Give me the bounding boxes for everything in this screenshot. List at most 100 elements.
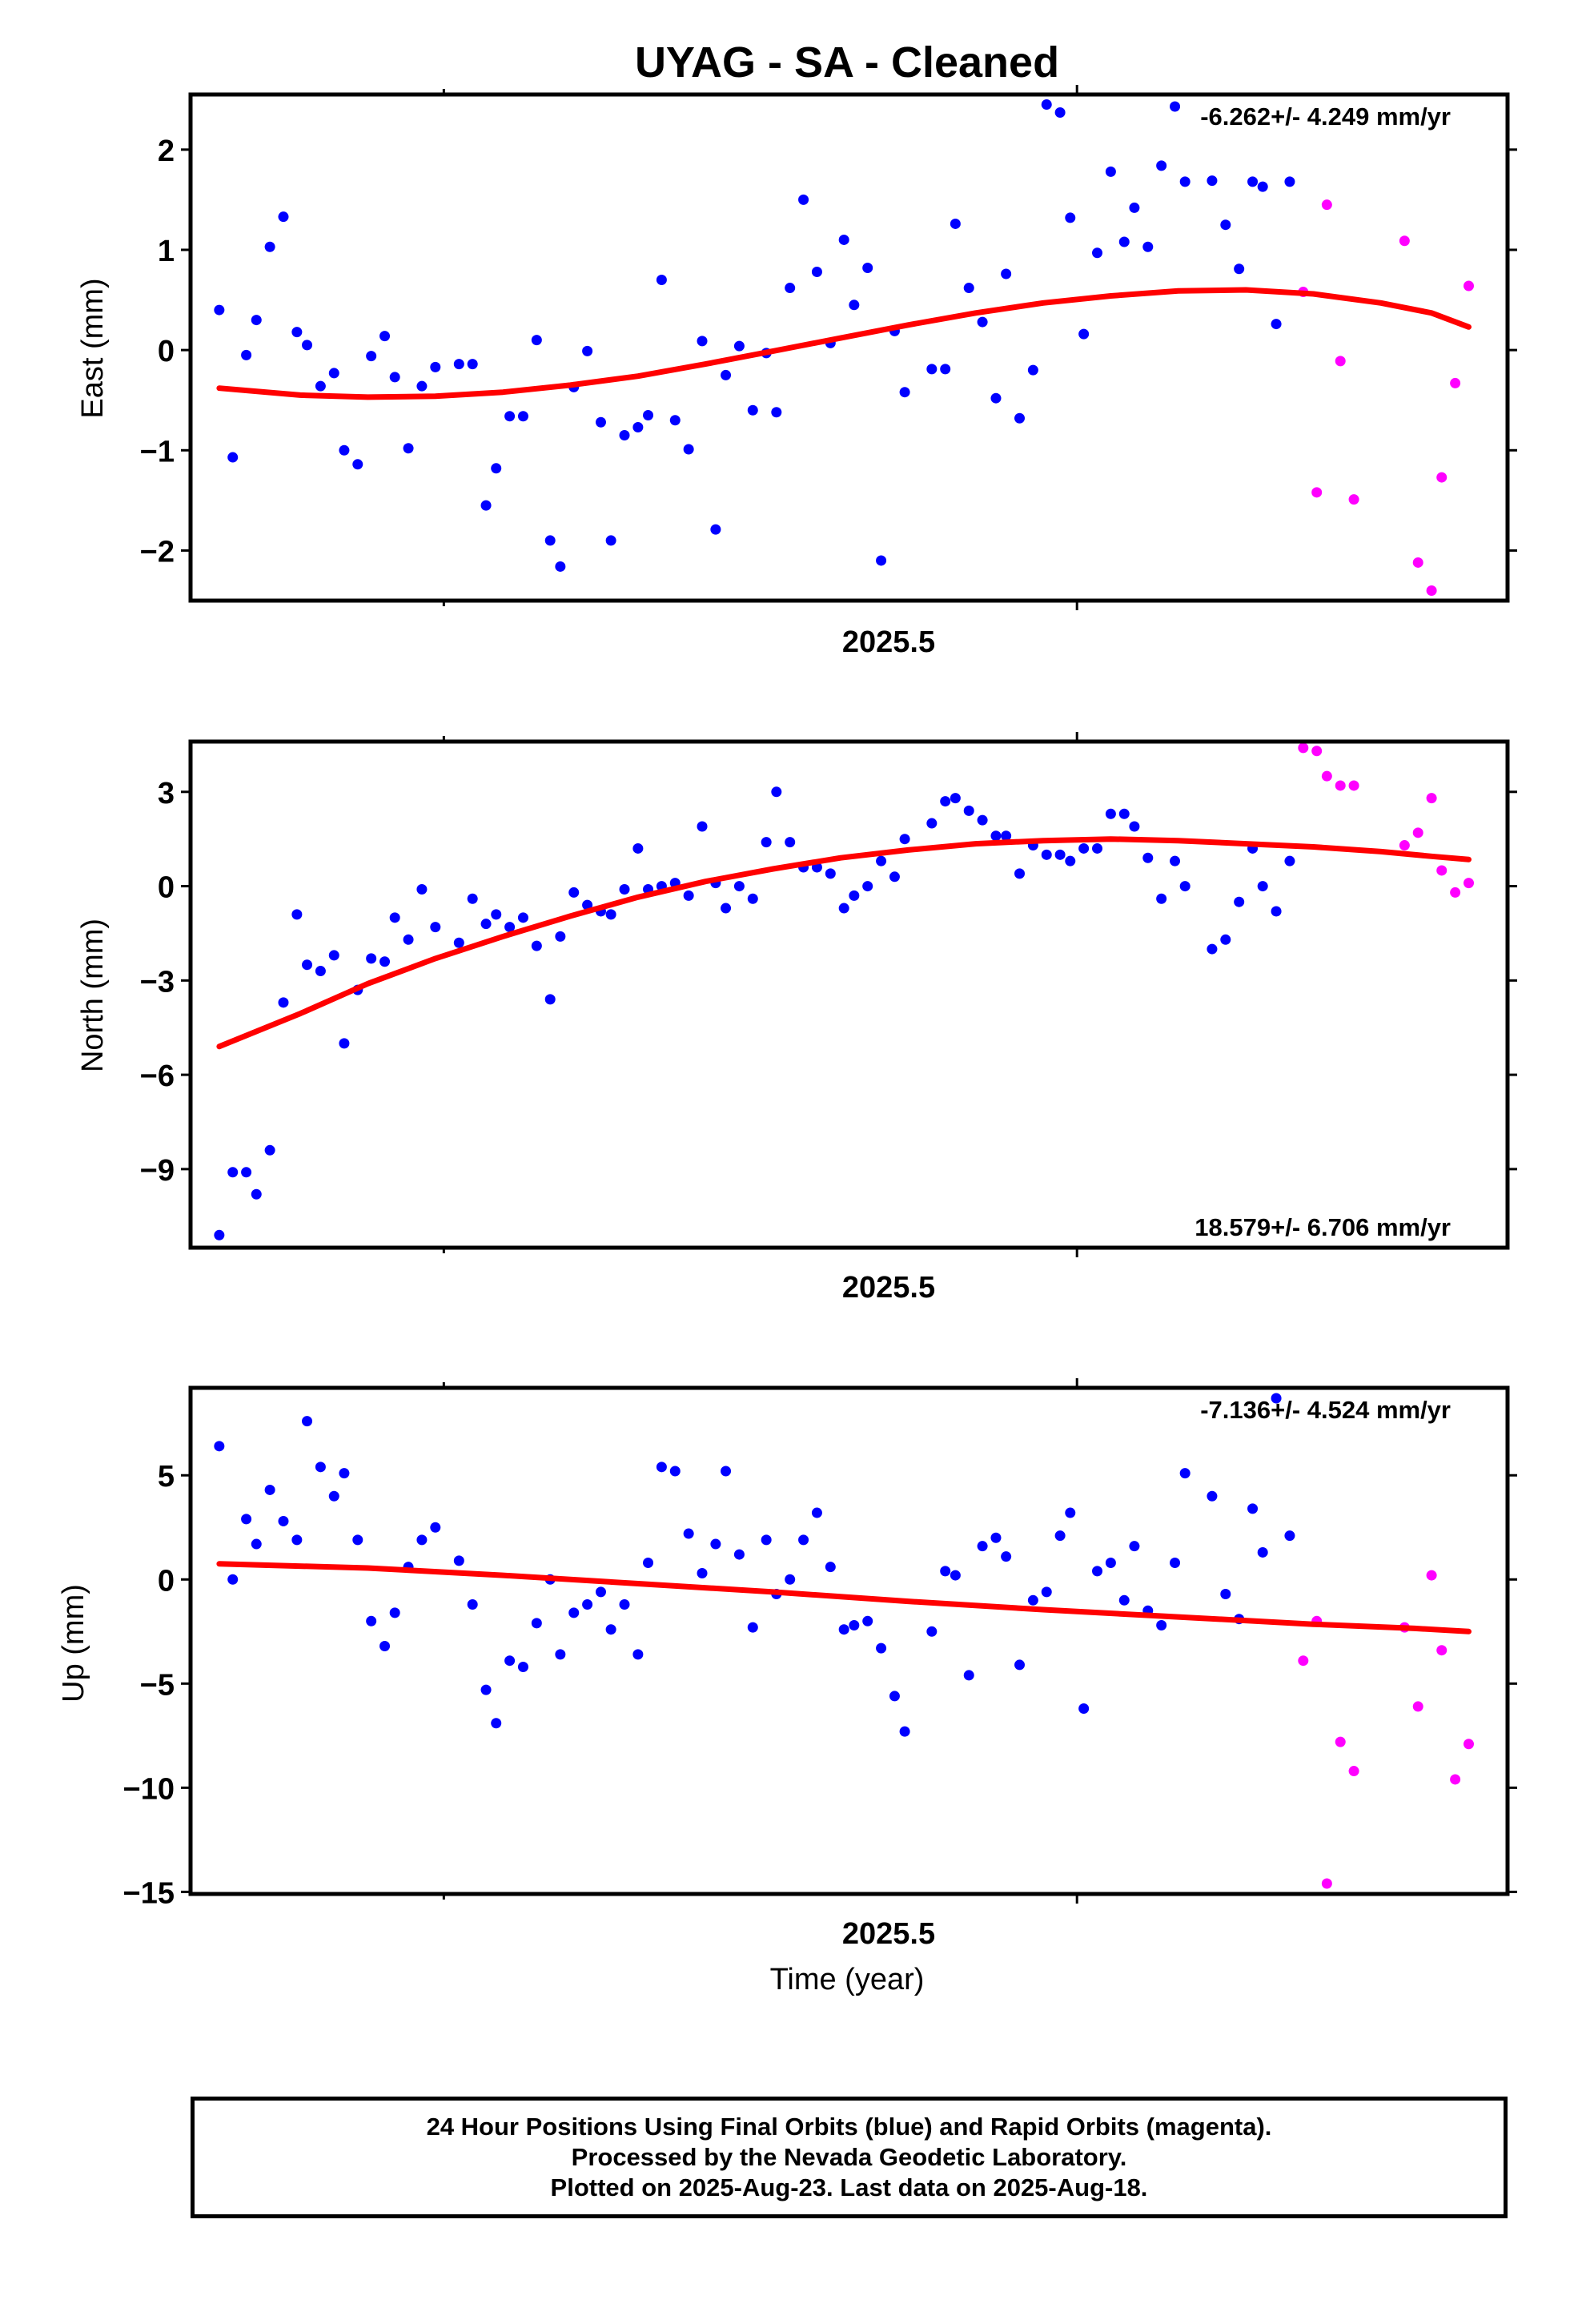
east-final-orbit-point xyxy=(798,194,809,205)
north-y-axis-label: North (mm) xyxy=(76,919,110,1072)
up-final-orbit-point xyxy=(241,1514,252,1525)
up-rapid-orbit-point xyxy=(1335,1736,1346,1747)
east-final-orbit-point xyxy=(1065,212,1076,223)
east-final-orbit-point xyxy=(531,335,542,346)
east-final-orbit-point xyxy=(1156,160,1167,171)
north-rapid-orbit-point xyxy=(1463,878,1474,889)
east-final-orbit-point xyxy=(1207,175,1218,187)
east-final-orbit-point xyxy=(366,351,377,362)
north-y-tick-label: 0 xyxy=(158,871,175,905)
east-final-orbit-point xyxy=(1129,202,1140,213)
north-data-layer xyxy=(214,742,1474,1240)
up-final-orbit-point xyxy=(480,1684,492,1695)
east-final-orbit-point xyxy=(747,404,758,416)
up-final-orbit-point xyxy=(1179,1468,1191,1479)
up-final-orbit-point xyxy=(1105,1557,1116,1568)
north-final-orbit-point xyxy=(241,1167,252,1178)
east-plot-frame xyxy=(188,92,1510,603)
up-final-orbit-point xyxy=(1014,1659,1026,1671)
up-final-orbit-point xyxy=(1065,1507,1076,1518)
north-final-orbit-point xyxy=(1014,868,1026,879)
east-final-orbit-point xyxy=(302,340,313,351)
east-final-orbit-point xyxy=(1105,166,1116,177)
east-final-orbit-point xyxy=(1092,247,1103,259)
north-rapid-orbit-point xyxy=(1412,827,1423,838)
east-final-orbit-point xyxy=(619,430,630,441)
east-rapid-orbit-point xyxy=(1463,280,1474,292)
north-rapid-orbit-point xyxy=(1436,865,1447,876)
up-final-orbit-point xyxy=(785,1574,796,1585)
up-final-orbit-point xyxy=(697,1567,708,1578)
up-final-orbit-point xyxy=(1257,1546,1268,1558)
east-final-orbit-point xyxy=(491,463,502,474)
north-final-orbit-point xyxy=(366,953,377,964)
up-final-orbit-point xyxy=(977,1541,988,1552)
north-final-orbit-point xyxy=(963,805,974,816)
up-final-orbit-point xyxy=(595,1586,606,1598)
east-rapid-orbit-point xyxy=(1450,377,1461,388)
east-final-orbit-point xyxy=(241,349,252,360)
east-final-orbit-point xyxy=(214,304,225,316)
east-final-orbit-point xyxy=(389,372,400,383)
east-final-orbit-point xyxy=(862,263,873,274)
up-rapid-orbit-point xyxy=(1426,1570,1437,1581)
up-rapid-orbit-point xyxy=(1298,1655,1309,1667)
north-final-orbit-point xyxy=(339,1038,350,1049)
east-final-orbit-point xyxy=(251,315,262,326)
north-final-orbit-point xyxy=(1170,855,1181,866)
north-final-orbit-point xyxy=(1156,893,1167,904)
east-rapid-orbit-point xyxy=(1321,199,1332,211)
up-final-orbit-point xyxy=(430,1522,441,1533)
east-final-orbit-point xyxy=(1014,412,1026,424)
north-final-orbit-point xyxy=(555,931,566,942)
up-final-orbit-point xyxy=(849,1619,860,1630)
footer-caption-box: 24 Hour Positions Using Final Orbits (bl… xyxy=(191,2097,1508,2218)
east-rapid-orbit-point xyxy=(1436,472,1447,483)
up-final-orbit-point xyxy=(1027,1594,1038,1606)
north-y-tick-label: −6 xyxy=(140,1059,175,1093)
north-final-orbit-point xyxy=(862,881,873,892)
up-final-orbit-point xyxy=(1041,1586,1052,1598)
north-final-orbit-point xyxy=(403,934,414,945)
north-final-orbit-point xyxy=(315,966,326,977)
east-final-orbit-point xyxy=(838,234,849,245)
up-final-orbit-point xyxy=(278,1515,289,1526)
up-rapid-orbit-point xyxy=(1450,1774,1461,1785)
up-x-tick-label: 2025.5 xyxy=(842,1917,935,1951)
up-data-layer xyxy=(214,1393,1474,1889)
up-final-orbit-point xyxy=(379,1641,391,1652)
east-final-orbit-point xyxy=(504,411,516,422)
north-final-orbit-point xyxy=(1220,934,1231,945)
east-final-orbit-point xyxy=(1284,176,1295,187)
north-final-orbit-point xyxy=(825,868,836,879)
east-y-tick-label: −1 xyxy=(140,435,175,468)
up-final-orbit-point xyxy=(963,1670,974,1681)
east-final-orbit-point xyxy=(926,364,938,375)
east-final-orbit-point xyxy=(1170,101,1181,112)
up-final-orbit-point xyxy=(721,1466,732,1477)
north-final-orbit-point xyxy=(291,909,303,920)
east-rapid-orbit-point xyxy=(1426,585,1437,596)
east-final-orbit-point xyxy=(1247,176,1259,187)
east-plot-area: −2 −1 0 1 2 xyxy=(140,85,1517,610)
north-final-orbit-point xyxy=(491,909,502,920)
up-final-orbit-point xyxy=(467,1598,478,1610)
up-final-orbit-point xyxy=(889,1691,900,1702)
up-final-orbit-point xyxy=(733,1549,745,1560)
north-final-orbit-point xyxy=(1234,896,1245,907)
north-final-orbit-point xyxy=(1001,830,1012,842)
north-final-orbit-point xyxy=(1092,842,1103,854)
east-final-orbit-point xyxy=(899,387,910,398)
up-final-orbit-point xyxy=(1129,1541,1140,1552)
east-final-orbit-point xyxy=(1118,236,1130,247)
east-final-orbit-point xyxy=(328,368,339,379)
north-final-orbit-point xyxy=(214,1229,225,1240)
east-final-orbit-point xyxy=(1041,99,1052,111)
north-final-orbit-point xyxy=(227,1167,239,1178)
up-final-orbit-point xyxy=(926,1626,938,1637)
east-data-layer xyxy=(214,99,1474,596)
east-rapid-orbit-point xyxy=(1311,487,1323,498)
east-y-tick-label: 0 xyxy=(158,335,175,368)
north-rapid-orbit-point xyxy=(1298,742,1309,754)
north-final-orbit-point xyxy=(328,950,339,961)
